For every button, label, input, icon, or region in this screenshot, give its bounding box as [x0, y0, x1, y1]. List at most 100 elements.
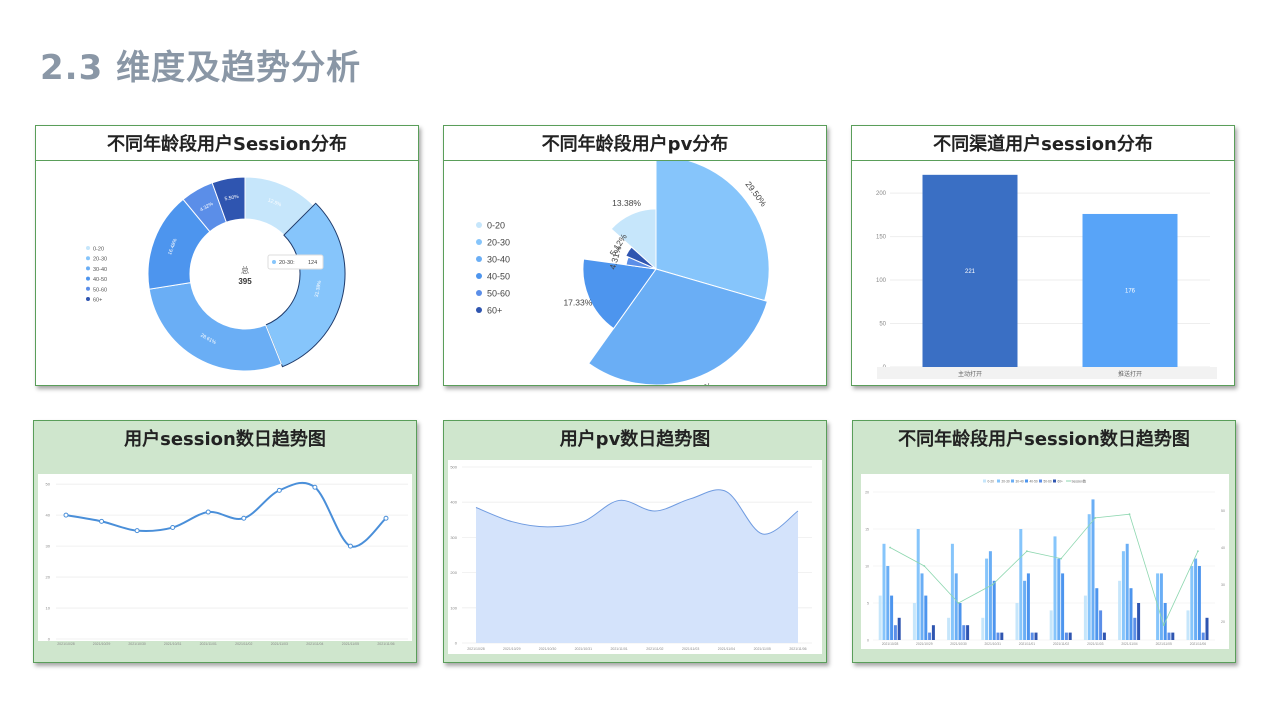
- x-tick-label: 推送打开: [1118, 370, 1142, 378]
- data-point: [923, 565, 926, 567]
- bar: [1159, 573, 1163, 640]
- legend-swatch: [476, 273, 482, 279]
- legend-label: 0-20: [988, 480, 995, 484]
- legend-label: 50-60: [93, 287, 107, 293]
- x-tick-label: 2021/10/28: [57, 642, 75, 646]
- data-point: [63, 512, 69, 518]
- x-tick-label: 2021/11/05: [754, 647, 771, 651]
- panel-age-session-trend: 不同年龄段用户session数日趋势图 0-20 20-30 30-40 40-50 5…: [852, 420, 1236, 663]
- bar: [1000, 632, 1004, 640]
- panel-age-pv: 不同年龄段用户pv分布 0-20 20-30 30-40 40-50 50-60 60+ 1…: [443, 125, 827, 399]
- slice-label: 5.12%: [608, 232, 630, 258]
- bar: [1205, 617, 1209, 640]
- tooltip-swatch: [272, 260, 276, 264]
- center-value: 395: [238, 277, 252, 286]
- panel-title: 不同年龄段用户session数日趋势图: [898, 429, 1190, 450]
- legend-label: 60+: [1058, 480, 1064, 484]
- plot-background: [38, 474, 412, 641]
- y-tick-label: 20: [46, 575, 51, 580]
- legend-swatch: [1053, 479, 1056, 483]
- y-tick-label: 30: [46, 544, 51, 549]
- legend-label: 20-30: [1002, 480, 1010, 484]
- panel-title: 不同年龄段用户Session分布: [36, 126, 418, 161]
- bar: [1186, 610, 1190, 640]
- y-tick-label: 50: [879, 322, 886, 328]
- bar: [1030, 632, 1034, 640]
- bar: [954, 573, 958, 640]
- donut-slice: [211, 176, 246, 223]
- legend-label: 20-30: [487, 238, 510, 248]
- bar: [1034, 632, 1038, 640]
- x-tick-label: 2021/11/03: [271, 642, 288, 646]
- x-tick-label: 2021/11/04: [718, 647, 735, 651]
- slice-label: 13.38%: [612, 198, 641, 208]
- legend-swatch: [1025, 479, 1028, 483]
- bar: [1061, 573, 1065, 640]
- x-tick-label: 2021/11/03: [1087, 642, 1103, 646]
- x-tick-label: 2021/11/05: [1156, 642, 1172, 646]
- bar: [878, 595, 882, 640]
- age-session-trend-chart: 0-20 20-30 30-40 40-50 50-60 60+ Session数 0 5 10 1…: [853, 456, 1235, 662]
- bar: [1026, 573, 1030, 640]
- legend-label: 60+: [487, 306, 502, 316]
- center-label: 总: [241, 265, 249, 275]
- data-point: [889, 546, 891, 549]
- panel-session-trend: 用户session数日趋势图 0 10 20 30 40 50 2021/10/28 2021…: [33, 420, 417, 663]
- bar: [1057, 558, 1061, 640]
- data-point: [1128, 513, 1131, 516]
- slice-label: 16.48%: [167, 237, 179, 256]
- x-tick-label: 2021/11/01: [200, 642, 217, 646]
- y-tick-label-right: 20: [1221, 620, 1225, 624]
- bar: [1019, 529, 1023, 640]
- bar: [882, 543, 886, 640]
- bar: [890, 595, 894, 640]
- slice-label: 5.50%: [224, 194, 240, 202]
- pv-trend-area-chart: 0 100 200 300 400 500 2021/10/28 2021/10/29 2021…: [444, 456, 826, 662]
- legend-label: 40-50: [93, 277, 107, 283]
- x-tick-label: 2021/10/30: [950, 642, 967, 646]
- slice-label: 31.38%: [314, 280, 323, 298]
- y-tick-label: 50: [46, 482, 51, 487]
- data-point: [383, 515, 389, 521]
- y-tick-label: 0: [48, 637, 51, 642]
- bar: [1023, 580, 1027, 640]
- bar: [947, 617, 951, 640]
- age-pv-rose-chart: 0-2020-3030-4040-5050-6060+13.38%29.50%3…: [476, 155, 770, 399]
- rose-slice: [587, 268, 769, 386]
- panel-title: 用户pv数日趋势图: [559, 429, 711, 450]
- y-tick-label-right: 30: [1221, 583, 1225, 587]
- x-tick-label: 2021/11/03: [682, 647, 699, 651]
- x-tick-label: 2021/10/29: [916, 642, 933, 646]
- bar: [1171, 632, 1175, 640]
- y-tick-label-left: 20: [865, 491, 869, 495]
- x-tick-label: 2021/11/04: [1121, 642, 1137, 646]
- rose-slice: [625, 246, 657, 270]
- data-point: [957, 602, 960, 604]
- legend-swatch: [476, 290, 482, 296]
- x-tick-label: 2021/10/31: [984, 642, 1001, 646]
- y-tick-label: 200: [450, 570, 457, 575]
- bar: [988, 551, 992, 640]
- y-tick-label: 100: [450, 605, 457, 610]
- bar: [992, 580, 996, 640]
- bar: [1121, 551, 1125, 640]
- x-tick-label: 2021/11/02: [1053, 642, 1069, 646]
- y-tick-label-right: 50: [1221, 509, 1225, 513]
- bar: [912, 603, 916, 640]
- data-point: [1026, 550, 1028, 553]
- data-point: [241, 515, 247, 521]
- bar: [1102, 632, 1106, 640]
- bar: [886, 566, 890, 640]
- x-tick-label: 2021/11/01: [610, 647, 627, 651]
- x-axis-band: [877, 367, 1217, 379]
- legend-label: Session数: [1072, 479, 1087, 484]
- panel-title: 不同渠道用户session分布: [852, 126, 1234, 161]
- legend-label: 20-30: [93, 257, 107, 263]
- bar: [1091, 499, 1095, 640]
- x-tick-label: 2021/11/02: [646, 647, 663, 651]
- legend-swatch: [1011, 479, 1014, 483]
- bar: [893, 625, 897, 640]
- legend-swatch: [983, 479, 986, 483]
- page-title: 2.3 维度及趋势分析: [40, 48, 362, 88]
- legend-swatch: [1039, 479, 1042, 483]
